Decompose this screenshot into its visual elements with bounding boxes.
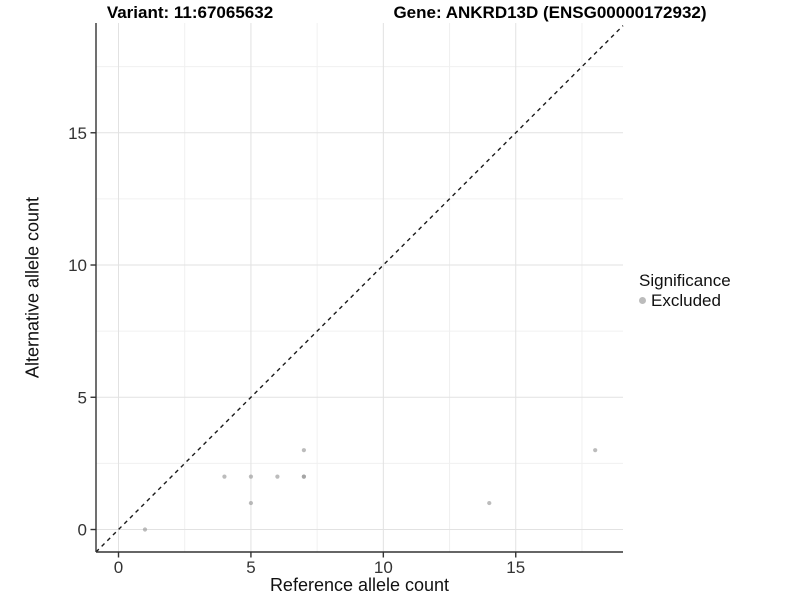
data-point (248, 474, 254, 479)
data-point (142, 527, 148, 532)
y-axis-title: Alternative allele count (22, 196, 43, 379)
x-axis-title: Reference allele count (269, 575, 450, 595)
identity-line (95, 25, 624, 553)
legend-item-excluded: Excluded (639, 291, 731, 310)
y-tick-label: 15 (68, 124, 87, 143)
x-tick-label: 15 (506, 558, 525, 577)
legend: Significance Excluded (639, 271, 731, 310)
y-tick-label: 0 (78, 521, 87, 540)
legend-point-icon (639, 297, 646, 304)
y-tick-label: 10 (68, 256, 87, 275)
data-point (301, 474, 306, 479)
data-point (593, 448, 598, 453)
data-point (487, 500, 492, 506)
x-tick-label: 0 (114, 558, 123, 577)
data-point (222, 474, 227, 479)
x-tick-label: 5 (246, 558, 255, 577)
data-point (301, 448, 306, 453)
gene-title: Gene: ANKRD13D (ENSG00000172932) (393, 3, 707, 22)
legend-item-label: Excluded (651, 291, 721, 310)
x-tick-label: 10 (374, 558, 393, 577)
legend-title: Significance (639, 271, 731, 290)
variant-title: Variant: 11:67065632 (106, 3, 274, 22)
data-point (248, 500, 254, 506)
y-tick-label: 5 (78, 388, 87, 407)
data-point (275, 474, 280, 479)
